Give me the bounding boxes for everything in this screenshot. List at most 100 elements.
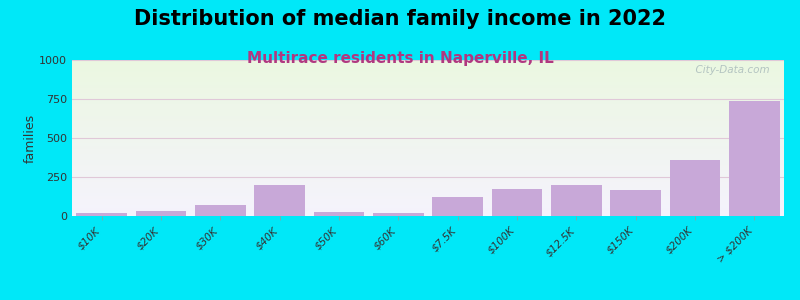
Bar [72,161,784,163]
Bar [72,169,784,171]
Bar [72,88,784,90]
Bar [72,121,784,122]
Bar [72,124,784,125]
Bar [72,172,784,174]
Bar [72,202,784,203]
Text: Multirace residents in Naperville, IL: Multirace residents in Naperville, IL [246,51,554,66]
Bar [72,60,784,61]
Bar [72,66,784,68]
Bar [72,122,784,124]
Bar [72,146,784,147]
Bar [195,205,246,216]
Bar [72,149,784,151]
Bar [72,210,784,211]
Bar [72,144,784,146]
Bar [551,185,602,216]
Bar [72,132,784,133]
Bar [72,182,784,183]
Bar [72,203,784,205]
Bar [77,213,127,216]
Bar [72,197,784,199]
Bar [72,91,784,93]
Bar [72,90,784,91]
Bar [72,207,784,208]
Bar [72,104,784,105]
Bar [72,185,784,186]
Bar [72,73,784,74]
Bar [72,68,784,69]
Bar [72,180,784,182]
Bar [72,191,784,193]
Bar [72,116,784,118]
Bar [72,113,784,115]
Bar [72,151,784,152]
Bar [72,94,784,96]
Bar [72,61,784,63]
Bar [492,190,542,216]
Bar [72,164,784,166]
Text: Distribution of median family income in 2022: Distribution of median family income in … [134,9,666,29]
Bar [72,96,784,98]
Bar [314,212,364,216]
Bar [72,98,784,99]
Bar [72,65,784,66]
Bar [72,99,784,100]
Bar [72,193,784,194]
Bar [72,188,784,190]
Bar [72,208,784,210]
Bar [72,213,784,214]
Bar [72,85,784,86]
Bar [72,129,784,130]
Bar [72,166,784,168]
Bar [72,69,784,71]
Bar [72,102,784,104]
Bar [729,100,779,216]
Bar [72,80,784,82]
Bar [72,115,784,116]
Bar [72,82,784,83]
Bar [72,83,784,85]
Text: City-Data.com: City-Data.com [689,65,770,75]
Bar [72,71,784,73]
Y-axis label: families: families [23,113,36,163]
Bar [72,77,784,79]
Bar [373,213,423,216]
Bar [610,190,661,216]
Bar [72,93,784,94]
Bar [72,112,784,113]
Bar [72,79,784,80]
Bar [72,157,784,158]
Bar [72,158,784,160]
Bar [72,138,784,140]
Bar [72,196,784,197]
Bar [72,86,784,88]
Bar [72,178,784,180]
Bar [72,152,784,154]
Bar [72,105,784,107]
Bar [72,125,784,127]
Bar [72,190,784,191]
Bar [72,130,784,132]
Bar [72,127,784,129]
Bar [72,168,784,169]
Bar [72,108,784,110]
Bar [72,194,784,196]
Bar [72,135,784,136]
Bar [72,200,784,202]
Bar [72,76,784,77]
Bar [72,141,784,143]
Bar [72,74,784,76]
Bar [72,136,784,138]
Bar [72,174,784,176]
Bar [72,140,784,141]
Bar [72,186,784,188]
Bar [433,197,483,216]
Bar [72,154,784,155]
Bar [72,110,784,112]
Bar [72,147,784,149]
Bar [72,100,784,102]
Bar [72,163,784,164]
Bar [72,107,784,108]
Bar [72,160,784,161]
Bar [72,118,784,119]
